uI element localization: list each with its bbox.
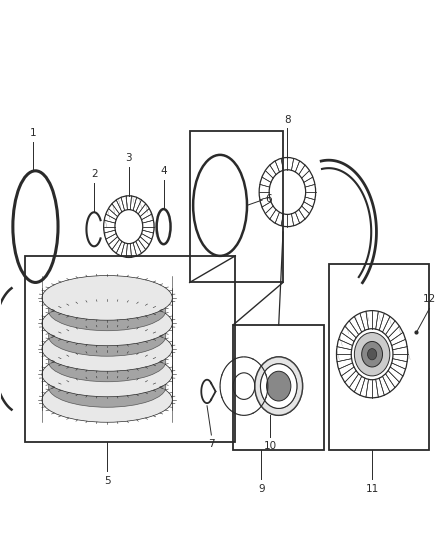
Text: 2: 2 bbox=[91, 169, 97, 179]
Text: 10: 10 bbox=[264, 441, 276, 451]
Bar bbox=[328, 264, 428, 450]
Circle shape bbox=[261, 364, 297, 408]
Text: 12: 12 bbox=[423, 294, 436, 304]
Bar bbox=[233, 325, 324, 450]
Text: 5: 5 bbox=[104, 477, 110, 487]
Ellipse shape bbox=[42, 276, 172, 320]
Text: 4: 4 bbox=[160, 166, 167, 176]
Text: 1: 1 bbox=[30, 128, 37, 138]
Ellipse shape bbox=[49, 290, 166, 330]
Ellipse shape bbox=[42, 377, 172, 422]
Ellipse shape bbox=[49, 342, 166, 382]
Bar bbox=[25, 256, 235, 442]
Circle shape bbox=[267, 371, 291, 401]
Ellipse shape bbox=[42, 301, 172, 346]
Ellipse shape bbox=[49, 316, 166, 356]
Ellipse shape bbox=[42, 327, 172, 371]
Text: 6: 6 bbox=[265, 194, 272, 204]
Text: 8: 8 bbox=[284, 115, 291, 125]
Text: 7: 7 bbox=[208, 439, 215, 449]
Circle shape bbox=[367, 349, 377, 360]
Ellipse shape bbox=[49, 367, 166, 407]
Text: 9: 9 bbox=[258, 484, 265, 495]
Bar bbox=[190, 131, 283, 282]
Text: 11: 11 bbox=[365, 484, 379, 495]
Circle shape bbox=[261, 364, 297, 408]
Circle shape bbox=[354, 333, 390, 376]
Text: 3: 3 bbox=[126, 153, 132, 163]
Circle shape bbox=[267, 371, 291, 401]
Ellipse shape bbox=[42, 352, 172, 397]
Circle shape bbox=[362, 342, 382, 367]
Circle shape bbox=[255, 357, 303, 415]
